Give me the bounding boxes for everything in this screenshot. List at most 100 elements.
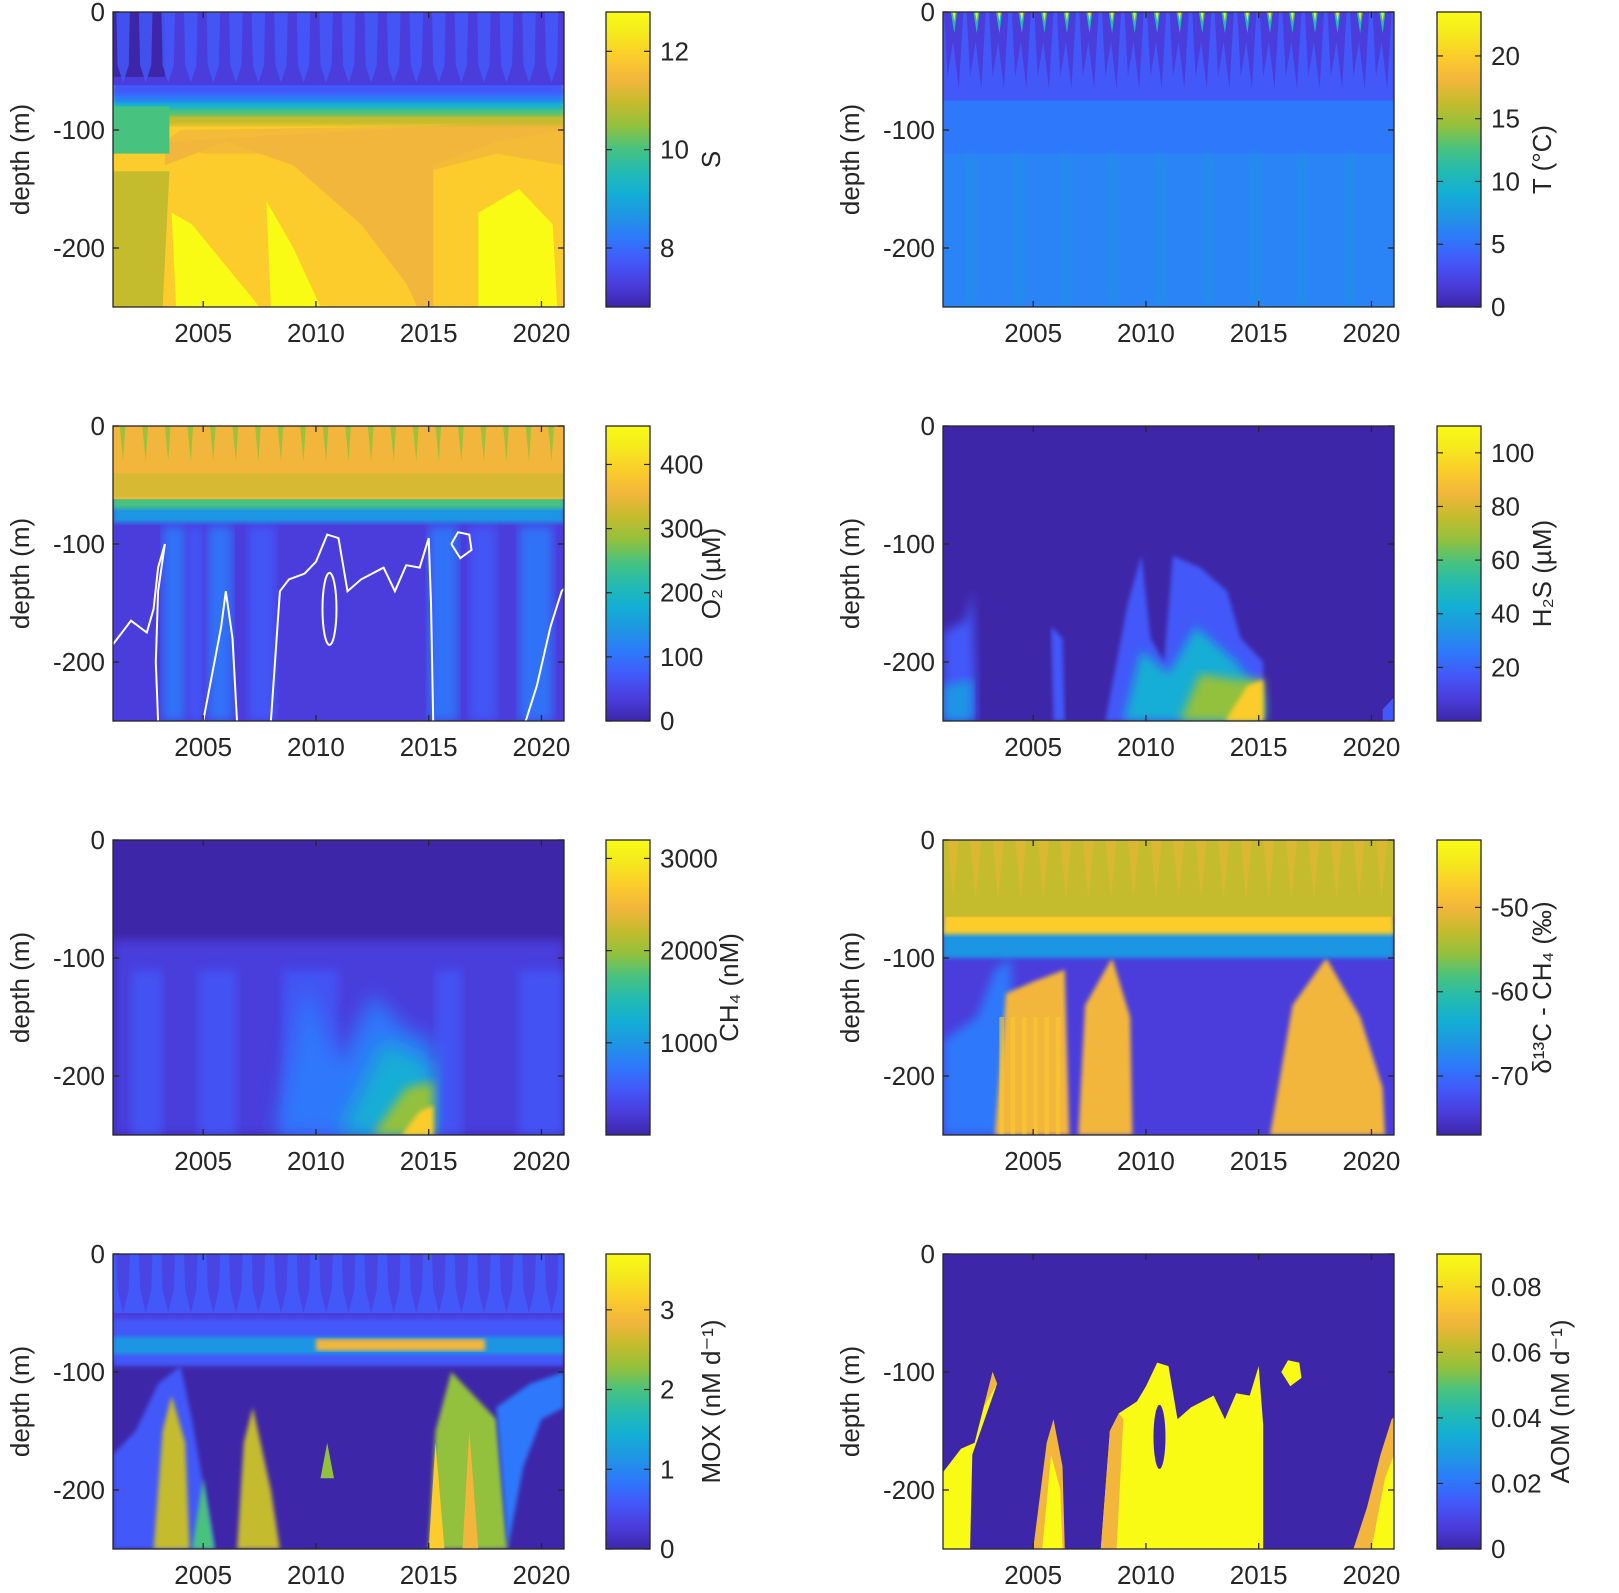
colorbar-tick-label: 5 — [1491, 229, 1505, 259]
panel-aom: 2005 2010 2015 2020 0 -100 -200 depth (m) 0 0.02 0… — [835, 1239, 1575, 1590]
y-tick-label: -200 — [883, 1475, 935, 1505]
x-tick-label: 2015 — [1230, 1560, 1288, 1590]
heatmap-field — [113, 12, 564, 307]
colorbar — [1436, 1253, 1482, 1550]
y-axis-label: depth (m) — [835, 1346, 865, 1457]
colorbar-tick-label: 12 — [660, 36, 689, 66]
panel-methane: 2005 2010 2015 2020 0 -100 -200 depth (m) 1000 20… — [5, 825, 744, 1176]
heatmap-field — [943, 840, 1394, 1135]
colorbar-tick-label: 1000 — [660, 1028, 718, 1058]
panel-temperature: 2005 2010 2015 2020 0 -100 -200 depth (m) 0 5 10 15… — [835, 0, 1557, 348]
x-tick-label: 2005 — [1004, 1560, 1062, 1590]
x-tick-label: 2020 — [513, 732, 571, 762]
x-tick-label: 2005 — [174, 732, 232, 762]
x-tick-label: 2010 — [287, 1560, 345, 1590]
panel-oxygen: 2005 2010 2015 2020 0 -100 -200 depth (m) 0 100 20… — [5, 411, 726, 762]
colorbar-label: CH₄ (nM) — [714, 933, 744, 1042]
axes-frame — [112, 839, 565, 1136]
y-tick-label: 0 — [921, 411, 935, 441]
colorbar-tick-label: 100 — [1491, 438, 1534, 468]
axes-frame — [942, 839, 1395, 1136]
colorbar-tick-label: 2000 — [660, 936, 718, 966]
colorbar-tick-label: 300 — [660, 514, 703, 544]
axes-frame — [942, 425, 1395, 722]
panel-mox: 2005 2010 2015 2020 0 -100 -200 depth (m) 0 1 2 3 MO… — [5, 1239, 726, 1590]
panel-hydrogen-sulfide: 2005 2010 2015 2020 0 -100 -200 depth (m) 20 40 60… — [835, 411, 1557, 762]
x-tick-label: 2020 — [513, 318, 571, 348]
axes-frame — [112, 11, 565, 308]
y-tick-label: 0 — [91, 1239, 105, 1269]
x-tick-label: 2020 — [1343, 318, 1401, 348]
y-tick-label: -100 — [53, 115, 105, 145]
colorbar-tick-label: -60 — [1491, 977, 1529, 1007]
colorbar-tick-label: -70 — [1491, 1061, 1529, 1091]
colorbar-label: H₂S (µM) — [1527, 520, 1557, 627]
y-tick-label: 0 — [921, 1239, 935, 1269]
y-tick-label: -100 — [883, 115, 935, 145]
colorbar-tick-label: 3000 — [660, 843, 718, 873]
y-tick-label: -200 — [53, 1475, 105, 1505]
y-tick-label: -200 — [883, 1061, 935, 1091]
colorbar — [1436, 425, 1482, 722]
colorbar-tick-label: 0 — [1491, 1534, 1505, 1564]
axes-frame — [942, 1253, 1395, 1550]
heatmap-field — [113, 1254, 564, 1549]
y-tick-label: 0 — [91, 411, 105, 441]
y-tick-label: -100 — [53, 943, 105, 973]
y-axis-label: depth (m) — [5, 932, 35, 1043]
y-tick-label: 0 — [921, 825, 935, 855]
x-tick-label: 2020 — [513, 1146, 571, 1176]
x-tick-label: 2020 — [1343, 732, 1401, 762]
colorbar-label: O₂ (µM) — [696, 528, 726, 620]
colorbar-tick-label: -50 — [1491, 892, 1529, 922]
colorbar-tick-label: 400 — [660, 449, 703, 479]
y-tick-label: -100 — [883, 1357, 935, 1387]
y-tick-label: -200 — [53, 1061, 105, 1091]
panel-delta13c-methane: 2005 2010 2015 2020 0 -100 -200 depth (m) -70 -60… — [835, 825, 1557, 1176]
x-tick-label: 2015 — [1230, 318, 1288, 348]
x-tick-label: 2020 — [1343, 1560, 1401, 1590]
colorbar — [605, 839, 651, 1136]
colorbar-tick-label: 0.04 — [1491, 1403, 1542, 1433]
heatmap-field — [113, 426, 564, 721]
heatmap-field — [943, 1254, 1394, 1549]
colorbar-tick-label: 3 — [660, 1295, 674, 1325]
x-tick-label: 2010 — [287, 1146, 345, 1176]
colorbar-label: δ¹³C - CH₄ (‰) — [1527, 901, 1557, 1073]
colorbar-label: MOX (nM d⁻¹) — [696, 1320, 726, 1484]
y-tick-label: -200 — [53, 647, 105, 677]
colorbar-tick-label: 15 — [1491, 104, 1520, 134]
colorbar-label: T (°C) — [1527, 125, 1557, 194]
x-tick-label: 2005 — [174, 318, 232, 348]
x-tick-label: 2005 — [1004, 318, 1062, 348]
axes-frame — [112, 1253, 565, 1550]
y-tick-label: -100 — [883, 943, 935, 973]
colorbar-tick-label: 1 — [660, 1454, 674, 1484]
y-tick-label: -200 — [53, 233, 105, 263]
x-tick-label: 2010 — [1117, 1146, 1175, 1176]
colorbar-tick-label: 0 — [660, 1534, 674, 1564]
panel-salinity: 2005 2010 2015 2020 0 -100 -200 depth (m) 8 10 12 S — [5, 0, 726, 348]
y-axis-label: depth (m) — [835, 104, 865, 215]
colorbar-tick-label: 200 — [660, 578, 703, 608]
colorbar-tick-label: 0 — [1491, 292, 1505, 322]
x-tick-label: 2015 — [1230, 1146, 1288, 1176]
colorbar — [605, 11, 651, 308]
x-tick-label: 2005 — [1004, 732, 1062, 762]
y-tick-label: -200 — [883, 233, 935, 263]
x-tick-label: 2015 — [400, 1560, 458, 1590]
colorbar-tick-label: 8 — [660, 233, 674, 263]
y-tick-label: -200 — [883, 647, 935, 677]
colorbar-tick-label: 10 — [660, 135, 689, 165]
x-tick-label: 2005 — [174, 1560, 232, 1590]
x-tick-label: 2010 — [1117, 732, 1175, 762]
colorbar-tick-label: 20 — [1491, 41, 1520, 71]
colorbar-label: AOM (nM d⁻¹) — [1545, 1320, 1575, 1484]
y-tick-label: 0 — [921, 0, 935, 27]
y-tick-label: 0 — [91, 825, 105, 855]
y-axis-label: depth (m) — [5, 518, 35, 629]
colorbar-label: S — [696, 151, 726, 168]
colorbar — [605, 1253, 651, 1550]
colorbar-tick-label: 2 — [660, 1375, 674, 1405]
